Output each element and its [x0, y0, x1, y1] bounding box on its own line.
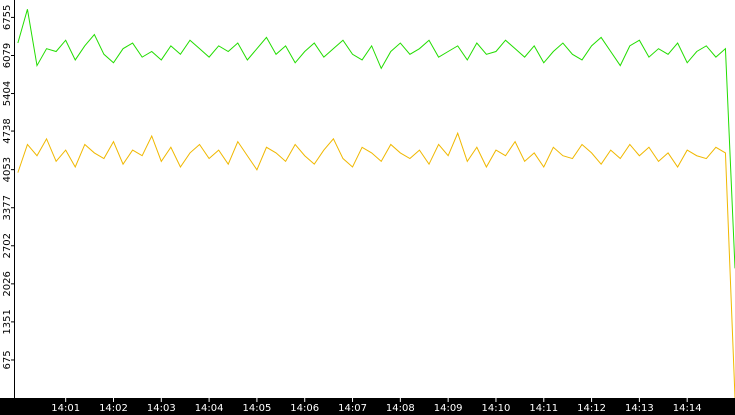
- y-tick-label: 2026: [2, 271, 13, 296]
- x-tick-label: 14:09: [434, 403, 463, 414]
- y-tick-label: 4053: [2, 157, 13, 182]
- x-tick-label: 14:05: [242, 403, 271, 414]
- x-tick-label: 14:02: [99, 403, 128, 414]
- y-tick-label: 2702: [2, 233, 13, 258]
- y-tick-label: 6755: [2, 5, 13, 30]
- y-tick-label: 6079: [2, 43, 13, 68]
- y-tick-label: 1351: [2, 309, 13, 334]
- x-tick-label: 14:10: [482, 403, 511, 414]
- y-tick-label: 675: [2, 350, 13, 369]
- series-line: [17, 9, 735, 269]
- x-tick-label: 14:01: [51, 403, 80, 414]
- x-axis-bar: [0, 398, 735, 415]
- x-tick-label: 14:13: [625, 403, 654, 414]
- x-tick-label: 14:12: [577, 403, 606, 414]
- x-tick-label: 14:06: [290, 403, 319, 414]
- y-tick-label: 5404: [2, 81, 13, 106]
- x-tick-label: 14:07: [338, 403, 367, 414]
- x-tick-label: 14:11: [529, 403, 558, 414]
- x-tick-label: 14:03: [147, 403, 176, 414]
- x-tick-label: 14:04: [195, 403, 224, 414]
- x-tick-label: 14:14: [673, 403, 702, 414]
- y-tick-label: 3377: [2, 195, 13, 220]
- y-tick-label: 4738: [2, 118, 13, 143]
- x-tick-label: 14:08: [386, 403, 415, 414]
- series-line: [17, 131, 735, 399]
